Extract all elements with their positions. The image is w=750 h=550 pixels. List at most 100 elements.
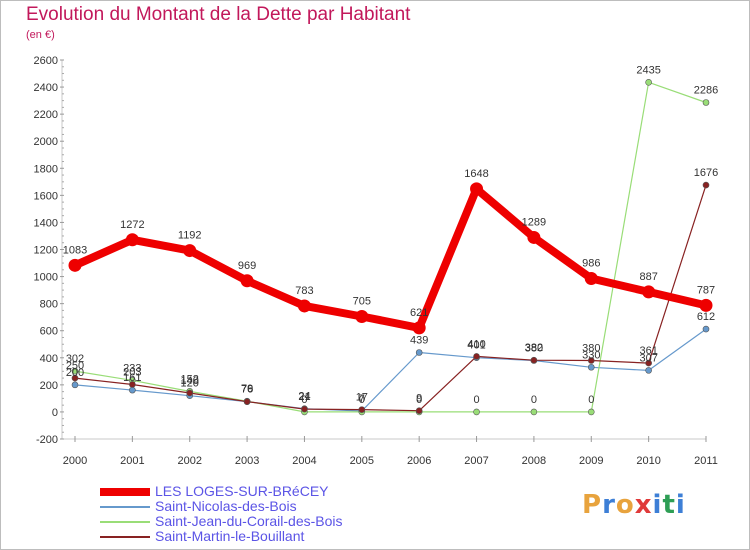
legend-swatch [100, 488, 150, 496]
data-label: 382 [525, 342, 543, 354]
y-tick-label: 1600 [34, 190, 58, 202]
data-point [470, 182, 484, 196]
data-label: 233 [123, 362, 141, 374]
y-tick-label: 2000 [34, 136, 58, 148]
data-label: 380 [525, 342, 543, 354]
data-label: 621 [410, 307, 428, 319]
data-point [473, 353, 480, 360]
data-point [297, 299, 311, 313]
data-point [584, 271, 598, 285]
data-point [301, 405, 308, 413]
y-tick-label: 600 [40, 326, 58, 338]
logo-letter: i [675, 490, 686, 520]
y-tick-label: 2200 [34, 109, 58, 121]
data-point [412, 321, 426, 335]
data-point [530, 408, 538, 416]
data-label: 410 [467, 338, 485, 350]
data-label: 250 [66, 360, 84, 372]
data-label: 1083 [63, 244, 87, 256]
x-tick-label: 2001 [120, 455, 144, 467]
x-tick-label: 2008 [522, 455, 546, 467]
x-tick-label: 2010 [636, 455, 660, 467]
data-point [527, 230, 541, 244]
data-label: 2286 [694, 85, 718, 97]
x-tick-label: 2000 [63, 455, 87, 467]
data-label: 380 [582, 342, 600, 354]
data-label: 2435 [636, 64, 660, 76]
data-point [587, 363, 595, 371]
y-tick-label: 1400 [34, 217, 58, 229]
data-point [415, 407, 423, 415]
data-label: 76 [241, 384, 253, 396]
data-label: 969 [238, 260, 256, 272]
data-label: 0 [588, 394, 594, 406]
series-line [74, 184, 707, 412]
data-label: 0 [359, 394, 365, 406]
x-tick-label: 2005 [350, 455, 374, 467]
data-label: 1289 [522, 216, 546, 228]
y-tick-label: 400 [40, 353, 58, 365]
data-label: 1676 [694, 167, 718, 179]
data-point [71, 374, 79, 382]
data-label: 612 [697, 311, 715, 323]
data-label: 0 [416, 394, 422, 406]
legend-swatch [100, 506, 150, 508]
logo-letter: P [582, 490, 603, 520]
data-label: 783 [295, 285, 313, 297]
data-point [530, 356, 538, 364]
data-label: 1272 [120, 219, 144, 231]
data-point [642, 285, 656, 299]
data-label: 887 [639, 271, 657, 283]
data-point [587, 408, 595, 416]
legend-label: Saint-Jean-du-Corail-des-Bois [155, 513, 343, 529]
data-label: 0 [301, 394, 307, 406]
chart-axes: -200020040060080010001200140016001800200… [34, 55, 718, 467]
x-tick-label: 2004 [292, 455, 316, 467]
data-point [243, 398, 251, 405]
data-point [473, 408, 480, 416]
data-point [699, 298, 713, 312]
logo-letter: o [615, 490, 635, 520]
series-line [71, 184, 710, 332]
data-label: 705 [353, 296, 371, 308]
x-tick-label: 2002 [177, 455, 201, 467]
data-point [702, 181, 710, 189]
chart-title: Evolution du Montant de la Dette par Hab… [26, 4, 411, 25]
x-tick-label: 2009 [579, 455, 603, 467]
data-point [183, 244, 197, 258]
data-point [125, 233, 139, 247]
data-label: 21 [298, 391, 310, 403]
y-tick-label: 0 [52, 407, 58, 419]
chart-series [68, 79, 713, 416]
x-tick-label: 2003 [235, 455, 259, 467]
y-tick-label: 2400 [34, 82, 58, 94]
y-tick-label: 800 [40, 299, 58, 311]
data-point [702, 99, 710, 106]
data-label: 1192 [178, 230, 202, 242]
y-tick-label: 2600 [34, 55, 58, 67]
data-point [240, 274, 254, 288]
data-label: 24 [298, 391, 310, 403]
legend-label: Saint-Nicolas-des-Bois [155, 498, 297, 514]
data-label: 17 [356, 392, 368, 404]
data-label: 330 [582, 349, 600, 361]
data-point [645, 359, 652, 367]
data-label: 152 [181, 373, 199, 385]
data-label: 0 [473, 394, 479, 406]
y-tick-label: 200 [40, 380, 58, 392]
data-point [68, 258, 82, 272]
data-label: 307 [639, 352, 657, 364]
data-label: 1648 [464, 168, 488, 180]
logo-letter: x [634, 490, 653, 520]
data-point [358, 406, 366, 413]
data-label: 120 [181, 378, 199, 390]
data-point [355, 310, 369, 324]
chart-unit: (en €) [26, 29, 55, 41]
series-line [74, 328, 707, 412]
x-tick-label: 2011 [694, 455, 718, 467]
data-label: 787 [697, 284, 715, 296]
x-tick-label: 2007 [464, 455, 488, 467]
data-point [415, 349, 423, 356]
data-point [129, 381, 136, 388]
